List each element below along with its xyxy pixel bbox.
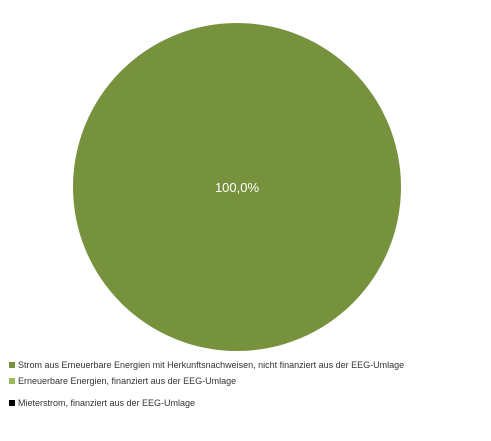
legend-swatch	[9, 362, 15, 368]
chart-legend: Strom aus Erneuerbare Energien mit Herku…	[9, 360, 487, 408]
legend-item: Mieterstrom, finanziert aus der EEG-Umla…	[9, 398, 487, 408]
legend-swatch	[9, 400, 15, 406]
legend-label: Mieterstrom, finanziert aus der EEG-Umla…	[18, 398, 196, 408]
pie-data-labels: 100,0%	[215, 180, 260, 195]
legend-label: Erneuerbare Energien, finanziert aus der…	[18, 376, 237, 386]
pie-slices	[73, 23, 401, 351]
pie-data-label-0: 100,0%	[215, 180, 260, 195]
pie-slice-0	[73, 23, 401, 351]
legend-item: Strom aus Erneuerbare Energien mit Herku…	[9, 360, 487, 370]
legend-item: Erneuerbare Energien, finanziert aus der…	[9, 376, 487, 386]
legend-swatch	[9, 378, 15, 384]
legend-label: Strom aus Erneuerbare Energien mit Herku…	[18, 360, 405, 370]
